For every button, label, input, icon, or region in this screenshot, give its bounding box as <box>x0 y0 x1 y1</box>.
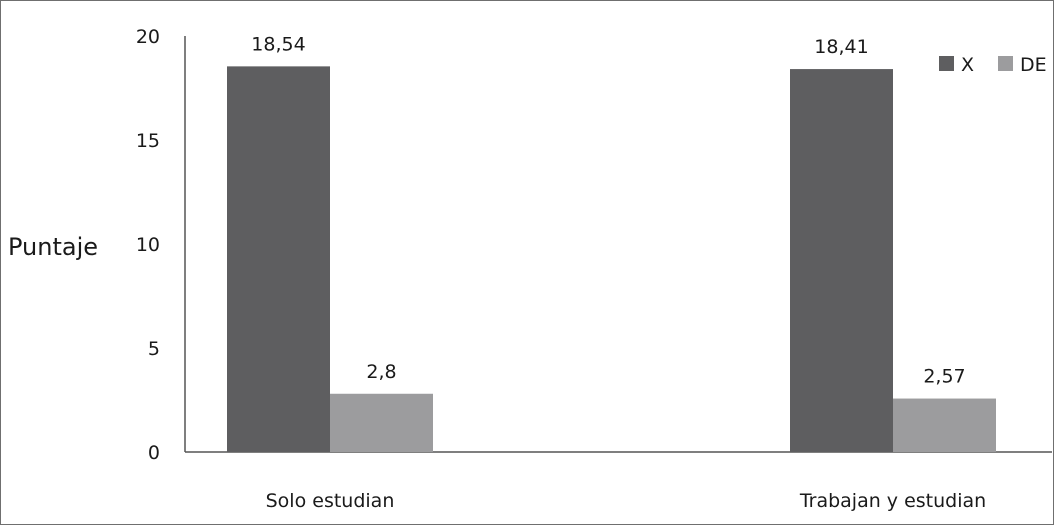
legend-label-x: X <box>961 54 974 76</box>
bar-de-1 <box>330 393 433 452</box>
data-label: 2,8 <box>366 361 396 383</box>
y-tick-label: 5 <box>148 338 160 360</box>
y-tick-label: 20 <box>136 26 160 48</box>
y-tick-label: 10 <box>136 234 160 256</box>
bar-x-1 <box>227 66 330 453</box>
y-axis-label: Puntaje <box>8 233 98 261</box>
data-label: 18,41 <box>814 36 868 58</box>
data-label: 2,57 <box>923 366 965 388</box>
bar-x-2 <box>790 69 893 453</box>
legend: X DE <box>939 54 1047 76</box>
y-tick-label: 15 <box>136 130 160 152</box>
legend-swatch-de <box>998 56 1013 71</box>
data-labels-group: 18,54 2,8 18,41 2,57 <box>251 33 965 387</box>
legend-label-de: DE <box>1020 54 1047 76</box>
legend-swatch-x <box>939 56 954 71</box>
bar-de-2 <box>893 398 996 452</box>
y-axis-ticks: 0 5 10 15 20 <box>136 26 160 464</box>
category-label: Trabajan y estudian <box>799 490 986 512</box>
bars-group <box>227 66 996 453</box>
category-label: Solo estudian <box>266 490 395 512</box>
y-tick-label: 0 <box>148 442 160 464</box>
data-label: 18,54 <box>251 33 305 55</box>
category-labels-group: Solo estudian Trabajan y estudian <box>266 490 987 512</box>
